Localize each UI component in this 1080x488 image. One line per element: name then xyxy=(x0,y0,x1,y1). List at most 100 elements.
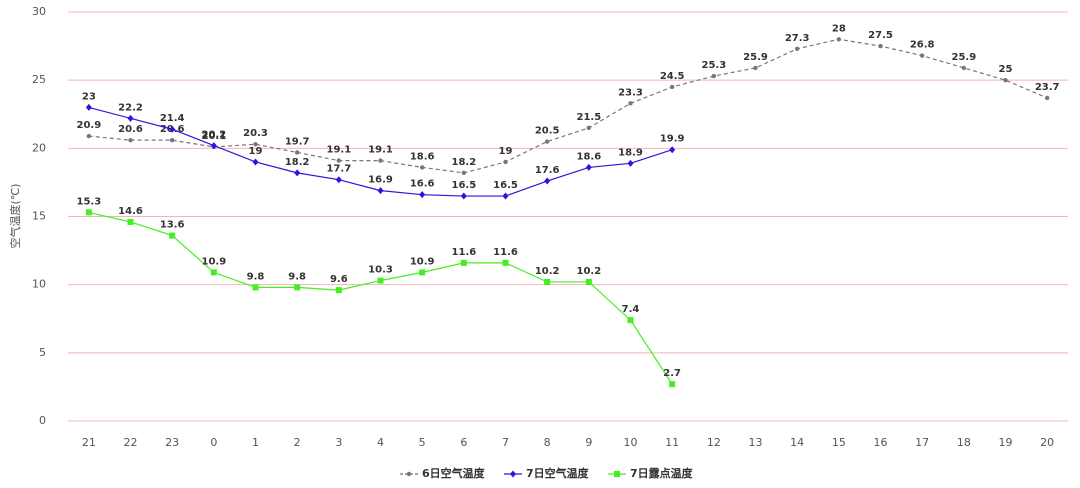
point xyxy=(419,269,426,276)
data-label: 16.9 xyxy=(368,175,393,186)
point xyxy=(419,165,425,170)
point xyxy=(406,471,412,477)
y-tick-label: 30 xyxy=(32,5,46,18)
y-tick-label: 20 xyxy=(32,141,46,154)
point xyxy=(377,187,384,195)
x-tick-label: 18 xyxy=(957,436,971,449)
point xyxy=(460,259,467,266)
point xyxy=(86,133,92,139)
point xyxy=(544,139,550,144)
point xyxy=(669,84,675,90)
point xyxy=(210,142,217,150)
legend-label: 7日空气温度 xyxy=(526,466,590,480)
series-line xyxy=(88,211,673,385)
x-tick-label: 6 xyxy=(460,436,467,449)
point xyxy=(961,65,967,71)
data-label: 25.9 xyxy=(743,52,768,63)
point xyxy=(377,277,384,284)
point xyxy=(294,150,300,155)
data-label: 25.3 xyxy=(701,60,726,71)
y-tick-label: 0 xyxy=(39,414,46,427)
point xyxy=(252,158,259,166)
data-label: 22.2 xyxy=(118,102,143,113)
point xyxy=(586,125,592,131)
point xyxy=(294,284,301,291)
point xyxy=(460,192,467,200)
data-label: 19 xyxy=(249,146,263,157)
point xyxy=(294,169,301,177)
data-label: 17.7 xyxy=(326,164,351,175)
data-label: 18.2 xyxy=(451,157,476,168)
data-label: 18.6 xyxy=(576,151,601,162)
x-tick-label: 20 xyxy=(1040,436,1054,449)
point xyxy=(503,159,508,165)
point xyxy=(127,218,134,225)
data-label: 9.8 xyxy=(288,271,306,282)
point xyxy=(627,159,634,167)
x-tick-label: 22 xyxy=(124,436,138,449)
data-label: 25.9 xyxy=(951,52,976,63)
y-tick-label: 10 xyxy=(32,278,46,291)
data-label: 19 xyxy=(499,146,513,157)
data-label: 9.8 xyxy=(247,271,265,282)
x-tick-label: 9 xyxy=(585,436,592,449)
x-tick-label: 15 xyxy=(832,436,846,449)
data-label: 20.2 xyxy=(201,130,226,141)
point xyxy=(711,73,717,79)
point xyxy=(419,191,426,199)
data-label: 9.6 xyxy=(330,274,348,285)
point xyxy=(878,43,883,49)
point xyxy=(335,176,342,184)
point xyxy=(628,101,633,106)
data-label: 20.6 xyxy=(118,124,143,135)
point xyxy=(335,287,342,294)
data-label: 18.9 xyxy=(618,147,643,158)
x-tick-label: 17 xyxy=(915,436,929,449)
point xyxy=(210,269,217,276)
y-tick-label: 5 xyxy=(39,346,46,359)
y-tick-label: 25 xyxy=(32,73,46,86)
point xyxy=(585,278,592,285)
data-label: 23 xyxy=(82,91,96,102)
data-label: 17.6 xyxy=(535,165,560,176)
point xyxy=(627,317,634,324)
point xyxy=(753,65,758,71)
x-tick-label: 16 xyxy=(874,436,888,449)
data-label: 24.5 xyxy=(660,71,685,82)
point xyxy=(585,163,592,171)
data-label: 18.6 xyxy=(410,151,435,162)
data-label: 10.9 xyxy=(410,256,435,267)
data-label: 19.1 xyxy=(368,145,393,156)
data-label: 23.7 xyxy=(1035,82,1060,93)
point xyxy=(544,177,551,185)
point xyxy=(169,125,176,133)
data-label: 7.4 xyxy=(622,304,640,315)
data-label: 21.4 xyxy=(160,113,185,124)
point xyxy=(919,53,925,58)
x-tick-label: 0 xyxy=(210,436,217,449)
data-label: 19.9 xyxy=(660,134,685,145)
x-tick-label: 2 xyxy=(294,436,301,449)
point xyxy=(502,259,509,266)
point xyxy=(253,142,258,147)
point xyxy=(252,284,259,291)
point xyxy=(794,46,800,52)
data-label: 23.3 xyxy=(618,87,643,98)
data-label: 20.1 xyxy=(201,131,226,142)
data-label: 13.6 xyxy=(160,220,185,231)
x-tick-label: 4 xyxy=(377,436,384,449)
x-tick-label: 12 xyxy=(707,436,721,449)
data-label: 28 xyxy=(832,23,846,34)
point xyxy=(378,158,383,163)
data-label: 10.2 xyxy=(535,266,560,277)
data-label: 14.6 xyxy=(118,206,143,217)
point xyxy=(1044,95,1050,101)
x-tick-label: 1 xyxy=(252,436,259,449)
point xyxy=(169,137,175,143)
x-tick-label: 3 xyxy=(335,436,342,449)
x-tick-label: 13 xyxy=(749,436,763,449)
point xyxy=(669,146,676,154)
point xyxy=(85,209,92,216)
x-tick-label: 14 xyxy=(790,436,804,449)
